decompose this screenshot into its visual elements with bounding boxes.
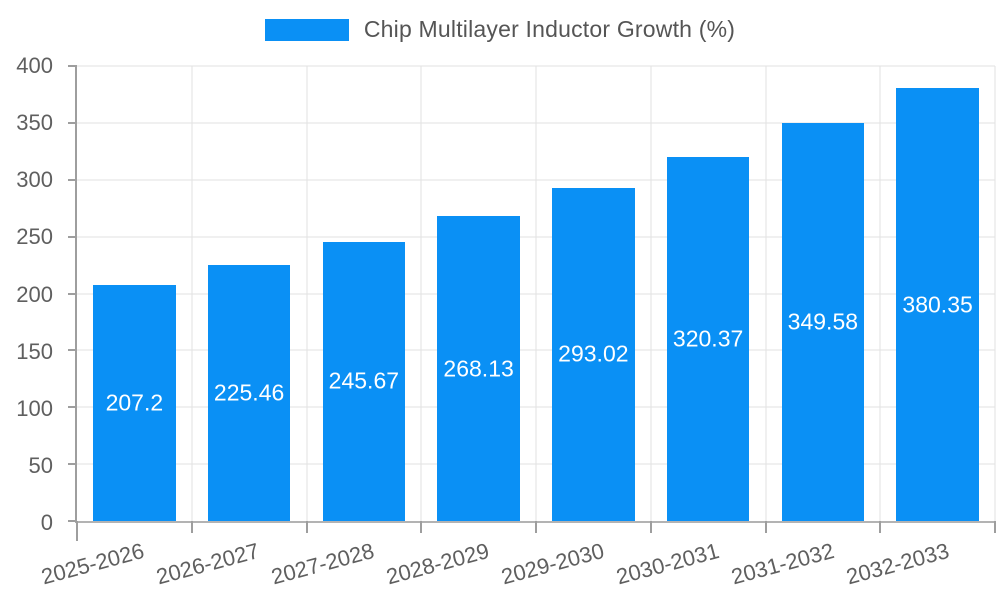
bar: 320.37 — [666, 156, 750, 521]
legend-swatch — [264, 18, 349, 41]
bar-slot: 225.46 — [192, 66, 307, 521]
bars-row: 207.2 225.46 245.67 268.13 293.02 320.37 349.5… — [77, 66, 995, 521]
y-tick-label: 150 — [16, 338, 53, 364]
grid-layer — [68, 65, 996, 541]
bar-value-label: 380.35 — [902, 291, 973, 318]
y-axis-tick — [68, 463, 77, 466]
x-axis-tick — [76, 521, 78, 541]
bar-slot: 320.37 — [651, 66, 766, 521]
bar-slot: 245.67 — [307, 66, 422, 521]
x-tick-label: 2030-2031 — [613, 538, 722, 590]
x-tick-label: 2026-2027 — [153, 538, 262, 590]
bar-slot: 268.13 — [421, 66, 536, 521]
bar: 245.67 — [322, 241, 406, 521]
y-axis-tick — [68, 292, 77, 295]
x-axis-tick — [190, 521, 193, 533]
bar-slot: 380.35 — [880, 66, 995, 521]
v-gridline — [420, 66, 422, 521]
bar-slot: 293.02 — [536, 66, 651, 521]
legend[interactable]: Chip Multilayer Inductor Growth (%) — [0, 16, 1000, 43]
y-axis-tick — [68, 406, 77, 409]
x-tick-label: 2031-2032 — [728, 538, 837, 590]
y-axis-tick — [68, 121, 77, 124]
bar: 268.13 — [437, 216, 520, 521]
y-tick-label: 50 — [28, 452, 53, 478]
x-axis-tick — [879, 521, 882, 533]
y-tick-label: 400 — [16, 53, 53, 78]
y-tick-label: 100 — [16, 395, 53, 421]
y-tick-label: 0 — [40, 510, 53, 535]
v-gridline — [306, 66, 307, 521]
bar-value-label: 320.37 — [672, 325, 744, 352]
v-gridline — [191, 66, 193, 521]
bar-value-label: 268.13 — [443, 355, 514, 381]
x-tick-label: 2029-2030 — [498, 538, 607, 590]
v-gridline — [650, 66, 652, 521]
y-tick-label: 350 — [16, 110, 53, 136]
v-gridline — [994, 66, 996, 521]
x-tick-label: 2028-2029 — [383, 538, 492, 590]
bar: 225.46 — [207, 264, 291, 521]
y-tick-label: 250 — [16, 224, 53, 250]
x-axis-tick — [305, 521, 308, 533]
v-gridline — [765, 66, 766, 521]
bar-slot: 349.58 — [766, 66, 881, 521]
x-axis-tick — [535, 521, 537, 533]
y-tick-label: 300 — [16, 167, 53, 193]
y-axis-tick — [68, 349, 77, 352]
x-tick-label: 2027-2028 — [268, 538, 377, 590]
bar-value-label: 349.58 — [787, 308, 859, 335]
bar-value-label: 245.67 — [328, 367, 400, 394]
bar-value-label: 225.46 — [213, 379, 285, 406]
x-axis-tick — [994, 521, 996, 533]
bar: 207.2 — [93, 285, 176, 521]
y-axis-tick — [68, 178, 77, 181]
legend-label: Chip Multilayer Inductor Growth (%) — [363, 16, 736, 42]
x-tick-label: 2025-2026 — [38, 538, 147, 590]
bar-value-label: 293.02 — [558, 340, 629, 367]
x-tick-label: 2032-2033 — [843, 538, 952, 590]
v-gridline — [879, 66, 881, 521]
bar: 380.35 — [896, 88, 979, 521]
y-axis-labels: 0 50 100 150 200 250 300 350 400 — [0, 53, 53, 535]
x-axis-labels: 2025-2026 2026-2027 2027-2028 2028-2029 2029… — [39, 532, 995, 600]
bar-slot: 207.2 — [77, 66, 192, 521]
x-axis-tick — [420, 521, 423, 533]
plot-area: 207.2 225.46 245.67 268.13 293.02 320.37 349.5… — [68, 65, 996, 541]
bar: 349.58 — [781, 123, 865, 521]
bar: 293.02 — [552, 187, 635, 521]
v-gridline — [535, 66, 537, 521]
y-tick-label: 200 — [16, 281, 53, 307]
bar-value-label: 207.2 — [105, 389, 164, 416]
y-axis-tick — [68, 235, 77, 238]
x-axis-tick — [764, 521, 767, 533]
y-axis-tick — [68, 65, 77, 67]
x-axis-tick — [649, 521, 652, 533]
y-axis-tick — [68, 520, 77, 522]
